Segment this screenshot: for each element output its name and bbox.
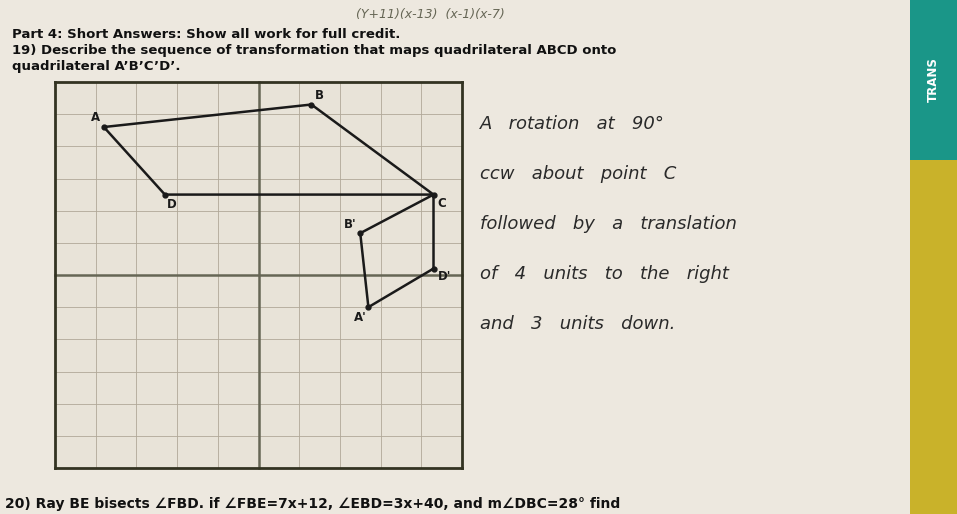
Bar bbox=[910, 0, 957, 514]
Text: A   rotation   at   90°: A rotation at 90° bbox=[480, 115, 665, 133]
Text: B: B bbox=[315, 88, 323, 102]
Text: D': D' bbox=[437, 269, 451, 283]
Text: A': A' bbox=[354, 311, 367, 324]
Text: of   4   units   to   the   right: of 4 units to the right bbox=[480, 265, 729, 283]
Text: B': B' bbox=[344, 218, 356, 231]
Text: A: A bbox=[91, 111, 100, 124]
Text: quadrilateral A’B’C’D’.: quadrilateral A’B’C’D’. bbox=[12, 60, 181, 73]
Text: C: C bbox=[437, 196, 446, 210]
Text: 20) Ray BE bisects ∠FBD. if ∠FBE=7x+12, ∠EBD=3x+40, and m∠DBC=28° find: 20) Ray BE bisects ∠FBD. if ∠FBE=7x+12, … bbox=[5, 497, 620, 511]
Text: and   3   units   down.: and 3 units down. bbox=[480, 315, 676, 333]
Bar bbox=[55, 82, 462, 468]
Text: TRANS: TRANS bbox=[926, 58, 940, 102]
Text: Part 4: Short Answers: Show all work for full credit.: Part 4: Short Answers: Show all work for… bbox=[12, 28, 400, 41]
Bar bbox=[910, 0, 957, 160]
Text: followed   by   a   translation: followed by a translation bbox=[480, 215, 737, 233]
Text: ccw   about   point   C: ccw about point C bbox=[480, 165, 677, 183]
Text: D: D bbox=[167, 197, 177, 211]
Text: (Y+11)(x-13)  (x-1)(x-7): (Y+11)(x-13) (x-1)(x-7) bbox=[356, 8, 504, 21]
Text: 19) Describe the sequence of transformation that maps quadrilateral ABCD onto: 19) Describe the sequence of transformat… bbox=[12, 44, 616, 57]
